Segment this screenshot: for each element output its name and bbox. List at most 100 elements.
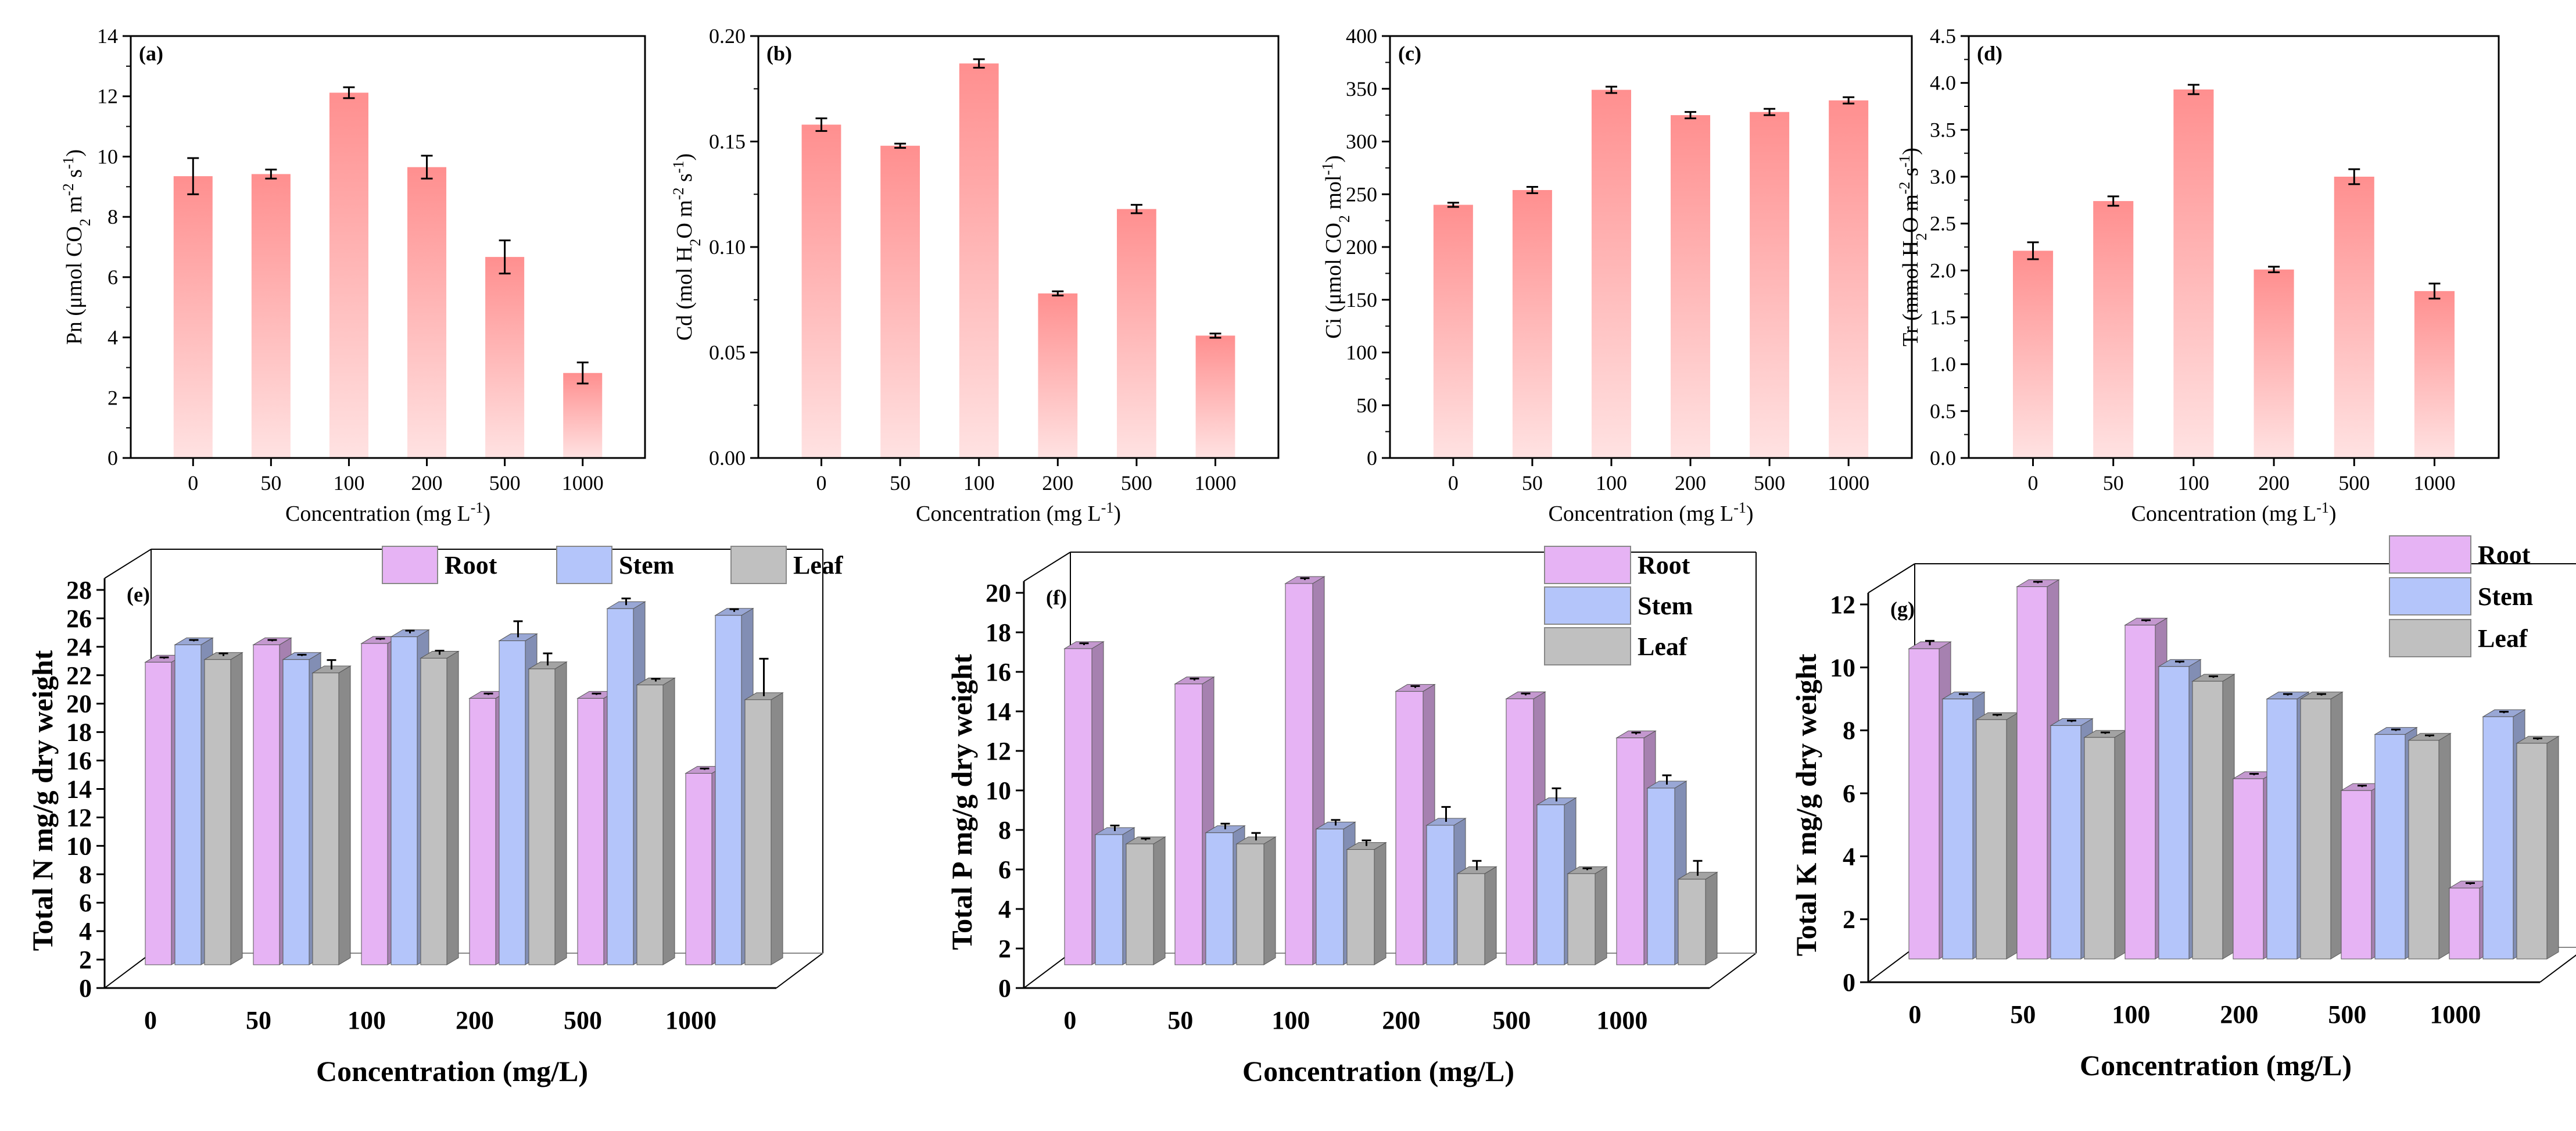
bar-root (1285, 583, 1313, 965)
panel-label: (c) (1398, 42, 1421, 65)
bar (407, 167, 447, 458)
legend-swatch-stem (2389, 577, 2471, 615)
legend-swatch-root (382, 546, 438, 584)
bar-leaf (2408, 740, 2439, 960)
legend-label-leaf: Leaf (793, 551, 844, 579)
y-tick-label: 4 (1843, 842, 1855, 871)
bar-side (230, 652, 243, 965)
panel-label: (f) (1046, 586, 1067, 609)
x-tick-label: 50 (2103, 471, 2124, 495)
y-tick-label: 250 (1346, 182, 1377, 206)
back-diagonal (1023, 552, 1071, 582)
x-tick-label: 100 (347, 1006, 386, 1035)
y-axis-label: Total P mg/g dry weight (945, 654, 978, 950)
x-tick-label: 1000 (2413, 471, 2455, 495)
bar-stem (390, 636, 418, 965)
bar (563, 373, 603, 458)
floor-diagonal (104, 953, 152, 989)
y-label-part: -2 (60, 183, 77, 196)
plot-frame (1968, 35, 2500, 459)
y-label-part: 2 (77, 219, 94, 226)
floor-diagonal (1023, 953, 1071, 989)
y-axis-label: Total K mg/g dry weight (1790, 653, 1822, 956)
y-axis-label: Cd (mol H2O m-2 s-1) (670, 153, 704, 341)
bar-stem (2266, 699, 2298, 960)
panel-a: 0 2 4 6 8 10 12 14 0 50 100 200 500 1000 (a) Concentrat… (60, 24, 646, 526)
y-label-part: O m (1898, 194, 1923, 233)
x-tick-label: 0 (1448, 471, 1459, 495)
plot-frame (1389, 35, 1913, 459)
legend-swatch-stem (556, 546, 612, 584)
bar (1591, 90, 1631, 458)
x-tick-label: 0 (1063, 1006, 1076, 1035)
bar-root (361, 643, 388, 965)
legend-swatch-leaf (1544, 627, 1631, 665)
bar (1117, 209, 1156, 458)
bar (1433, 205, 1473, 458)
floor-right-diagonal (2539, 954, 2576, 983)
bar-side (2330, 691, 2343, 960)
bar-stem (499, 640, 526, 965)
bar-side (2222, 674, 2235, 960)
y-tick-label: 0.15 (709, 130, 746, 153)
bar (2013, 250, 2054, 458)
y-label-part: Ci (μmol CO (1321, 223, 1346, 339)
x-axis-label: Concentration (mg L-1) (2131, 499, 2336, 527)
bar (801, 124, 841, 458)
legend-label-root: Root (2478, 541, 2531, 569)
bar-side (2114, 729, 2127, 960)
x-tick-label: 1000 (665, 1006, 716, 1035)
bar-leaf (1236, 843, 1264, 965)
x-axis-label: Concentration (mg L-1) (285, 499, 490, 527)
y-label-part: -1 (60, 156, 77, 169)
y-tick-label: 10 (1830, 653, 1855, 682)
y-label-part: Pn (μmol CO (62, 226, 87, 345)
bar-root (1174, 683, 1203, 965)
y-tick-label: 22 (66, 661, 92, 690)
legend-label-stem: Stem (619, 551, 674, 579)
floor-right-diagonal (1709, 953, 1757, 989)
bar (2253, 269, 2294, 458)
bar-root (2341, 790, 2372, 960)
bar-leaf (1346, 849, 1375, 965)
bar-side (1484, 866, 1497, 965)
x-tick-label: 100 (963, 471, 995, 495)
y-tick-label: 0.10 (709, 235, 746, 259)
bar-stem (2158, 666, 2190, 960)
bar-stem (1316, 828, 1344, 965)
x-label-sup: -1 (2316, 499, 2329, 516)
legend-label-root: Root (445, 551, 497, 579)
bar-side (446, 650, 459, 965)
y-axis-label: Ci (μmol CO2 mol-1) (1319, 155, 1353, 339)
x-tick-label: 1000 (1195, 471, 1237, 495)
bar-side (1263, 836, 1276, 965)
legend-label-stem: Stem (1638, 592, 1693, 620)
y-tick-label: 0.5 (1930, 399, 1956, 423)
y-tick-label: 0 (108, 446, 118, 470)
bar-leaf (1976, 719, 2007, 960)
bar-root (2124, 625, 2156, 960)
y-tick-label: 6 (79, 889, 92, 917)
plot-frame (130, 35, 646, 459)
bar-leaf (1678, 879, 1706, 965)
bar-root (577, 698, 604, 965)
bar-stem (1942, 699, 1973, 960)
bar-side (1374, 842, 1386, 965)
legend-label-root: Root (1638, 551, 1690, 579)
legend-swatch-root (1544, 546, 1631, 584)
y-axis-label: Total N mg/g dry weight (26, 650, 59, 951)
y-tick-label: 4 (79, 917, 92, 946)
y-tick-label: 14 (97, 24, 118, 48)
bar-root (1506, 698, 1534, 965)
x-tick-label: 200 (1382, 1006, 1420, 1035)
x-label-text: Concentration (mg L (2131, 502, 2316, 526)
bar (2334, 177, 2374, 458)
x-tick-label: 0 (2028, 471, 2038, 495)
y-tick-label: 4.5 (1930, 24, 1956, 48)
y-tick-label: 0 (79, 974, 92, 1003)
panel-label: (e) (127, 583, 150, 606)
bar-side (338, 665, 351, 965)
y-label-part: s (62, 169, 87, 183)
